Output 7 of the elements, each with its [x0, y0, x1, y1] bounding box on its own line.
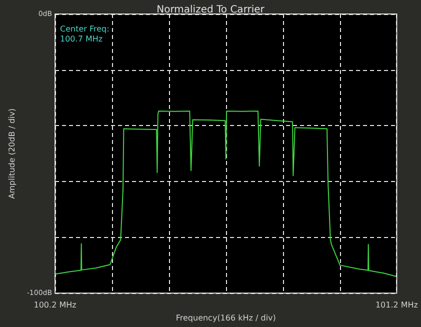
y-axis-title: Amplitude (20dB / div)	[8, 108, 16, 199]
chart-title: Normalized To Carrier	[156, 4, 266, 16]
x-tick-label: 101.2 MHz	[375, 300, 418, 310]
annotation: Center Freq: 100.7 MHz	[60, 24, 110, 44]
line-series	[54, 110, 397, 277]
x-axis-title: Frequency(166 kHz / div)	[176, 314, 276, 322]
x-tick-label: 100.2 MHz	[34, 300, 76, 310]
